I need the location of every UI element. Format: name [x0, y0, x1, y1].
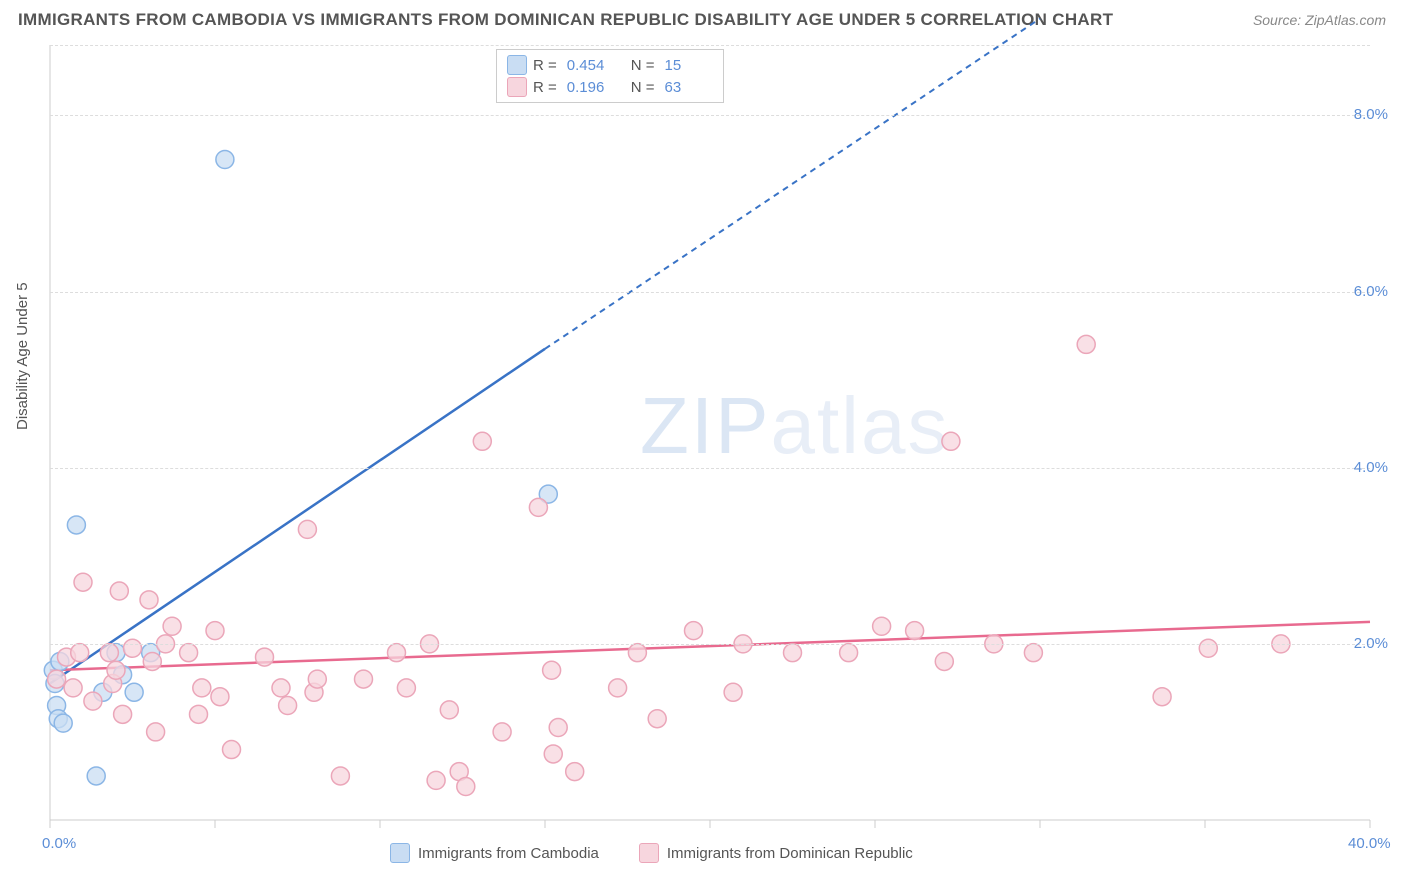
y-tick-label: 2.0% — [1354, 635, 1388, 652]
legend-r-label: R = — [533, 79, 557, 96]
legend-row: R = 0.454 N = 15 — [507, 54, 713, 76]
scatter-point — [724, 683, 742, 701]
scatter-point — [427, 771, 445, 789]
legend-r-value: 0.454 — [567, 57, 615, 74]
legend-item: Immigrants from Cambodia — [390, 843, 599, 863]
trend-line — [50, 622, 1370, 670]
scatter-point — [279, 697, 297, 715]
x-tick-label: 40.0% — [1348, 835, 1391, 852]
scatter-point — [272, 679, 290, 697]
legend-swatch — [639, 843, 659, 863]
scatter-point — [223, 741, 241, 759]
scatter-point — [549, 719, 567, 737]
gridline-h — [50, 468, 1370, 469]
legend-label: Immigrants from Cambodia — [418, 845, 599, 862]
legend-row: R = 0.196 N = 63 — [507, 76, 713, 98]
scatter-point — [906, 622, 924, 640]
scatter-point — [48, 670, 66, 688]
scatter-point — [211, 688, 229, 706]
chart-container: IMMIGRANTS FROM CAMBODIA VS IMMIGRANTS F… — [0, 0, 1406, 892]
y-tick-label: 4.0% — [1354, 459, 1388, 476]
gridline-h — [50, 45, 1370, 46]
scatter-point — [1199, 639, 1217, 657]
scatter-point — [100, 644, 118, 662]
scatter-point — [1024, 644, 1042, 662]
legend-swatch — [390, 843, 410, 863]
scatter-point — [784, 644, 802, 662]
scatter-point — [308, 670, 326, 688]
scatter-point — [143, 652, 161, 670]
scatter-point — [840, 644, 858, 662]
legend-n-label: N = — [631, 79, 655, 96]
legend-r-label: R = — [533, 57, 557, 74]
scatter-point — [190, 705, 208, 723]
gridline-h — [50, 644, 1370, 645]
scatter-point — [87, 767, 105, 785]
scatter-point — [609, 679, 627, 697]
scatter-point — [54, 714, 72, 732]
legend-item: Immigrants from Dominican Republic — [639, 843, 913, 863]
legend-n-label: N = — [631, 57, 655, 74]
scatter-point — [163, 617, 181, 635]
scatter-point — [71, 644, 89, 662]
scatter-point — [942, 432, 960, 450]
scatter-point — [648, 710, 666, 728]
scatter-point — [685, 622, 703, 640]
scatter-point — [216, 150, 234, 168]
scatter-point — [1153, 688, 1171, 706]
scatter-point — [110, 582, 128, 600]
legend-r-value: 0.196 — [567, 79, 615, 96]
scatter-point — [180, 644, 198, 662]
legend-n-value: 15 — [665, 57, 713, 74]
scatter-point — [543, 661, 561, 679]
scatter-point — [628, 644, 646, 662]
trend-line — [50, 349, 545, 684]
legend-n-value: 63 — [665, 79, 713, 96]
stats-legend: R = 0.454 N = 15 R = 0.196 N = 63 — [496, 49, 724, 103]
scatter-point — [125, 683, 143, 701]
scatter-point — [64, 679, 82, 697]
scatter-point — [67, 516, 85, 534]
scatter-point — [1077, 335, 1095, 353]
scatter-point — [206, 622, 224, 640]
series-legend: Immigrants from Cambodia Immigrants from … — [390, 843, 913, 863]
scatter-point — [193, 679, 211, 697]
x-tick-label: 0.0% — [42, 835, 76, 852]
scatter-point — [355, 670, 373, 688]
y-tick-label: 6.0% — [1354, 283, 1388, 300]
scatter-point — [457, 778, 475, 796]
scatter-point — [566, 763, 584, 781]
scatter-point — [388, 644, 406, 662]
scatter-point — [440, 701, 458, 719]
scatter-point — [256, 648, 274, 666]
scatter-point — [493, 723, 511, 741]
scatter-chart — [0, 0, 1406, 892]
scatter-point — [107, 661, 125, 679]
gridline-h — [50, 115, 1370, 116]
scatter-point — [140, 591, 158, 609]
legend-swatch — [507, 77, 527, 97]
scatter-point — [124, 639, 142, 657]
legend-swatch — [507, 55, 527, 75]
gridline-h — [50, 292, 1370, 293]
scatter-point — [935, 652, 953, 670]
scatter-point — [873, 617, 891, 635]
scatter-point — [544, 745, 562, 763]
scatter-point — [84, 692, 102, 710]
scatter-point — [74, 573, 92, 591]
scatter-point — [331, 767, 349, 785]
scatter-point — [473, 432, 491, 450]
legend-label: Immigrants from Dominican Republic — [667, 845, 913, 862]
scatter-point — [298, 520, 316, 538]
scatter-point — [147, 723, 165, 741]
y-tick-label: 8.0% — [1354, 106, 1388, 123]
scatter-point — [397, 679, 415, 697]
scatter-point — [529, 498, 547, 516]
scatter-point — [114, 705, 132, 723]
